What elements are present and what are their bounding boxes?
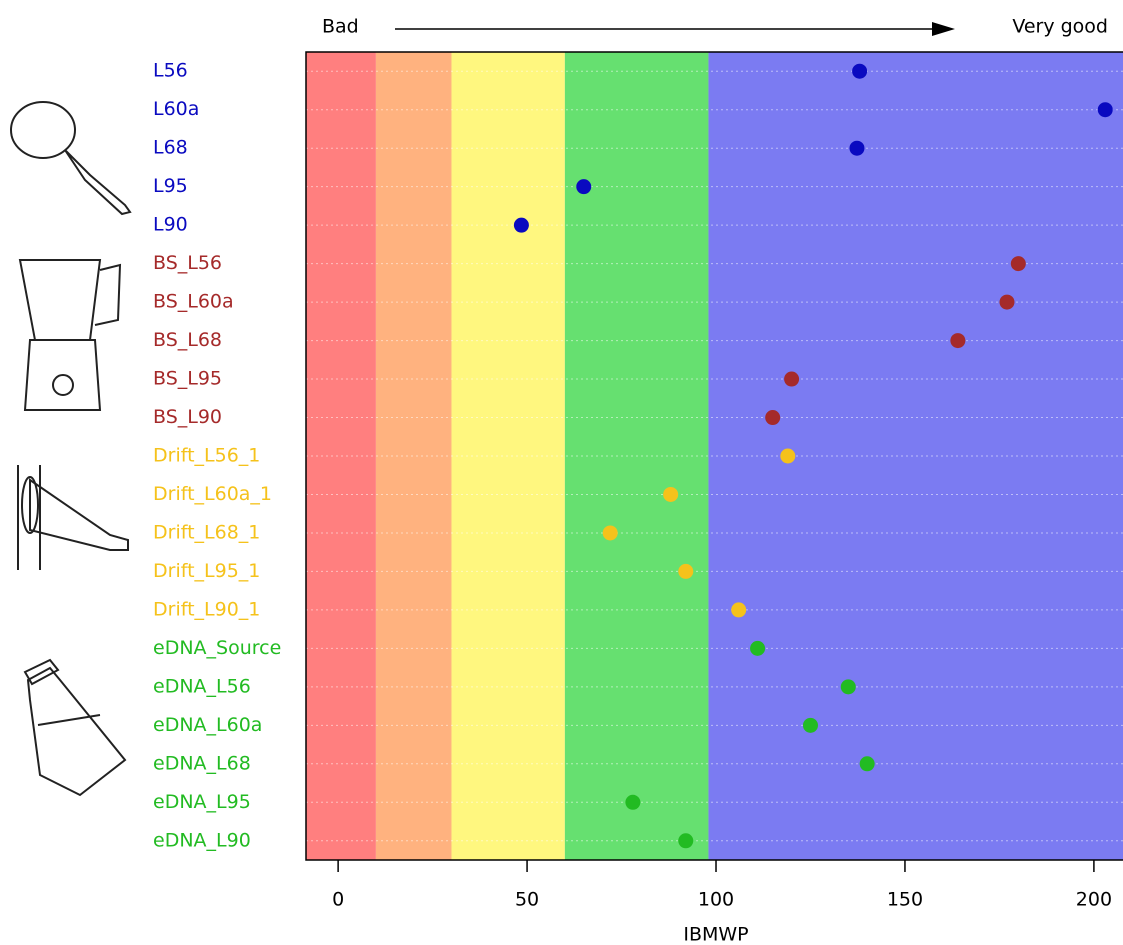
left-label: Bad <box>322 16 359 38</box>
icon-blender-base <box>23 339 102 411</box>
band <box>375 52 452 860</box>
dot <box>784 371 800 387</box>
right-label: Very good <box>1012 16 1108 38</box>
category-label: Drift_L90_1 <box>153 598 260 620</box>
x-tick-label: 0 <box>332 889 344 911</box>
category-label: L68 <box>153 137 188 159</box>
category-label: Drift_L95_1 <box>153 560 260 582</box>
icon-blender <box>18 259 122 341</box>
dot <box>999 294 1015 310</box>
category-label: BS_L90 <box>153 406 222 428</box>
dot <box>731 602 747 618</box>
icon-blender-knob <box>52 374 74 396</box>
dot <box>852 63 868 79</box>
x-tick-label: 200 <box>1076 889 1112 911</box>
dot <box>802 717 818 733</box>
dot <box>750 640 766 656</box>
icon-net <box>10 101 76 159</box>
dot <box>513 217 529 233</box>
dot <box>859 756 875 772</box>
icons <box>10 101 132 797</box>
category-label: BS_L60a <box>153 291 234 313</box>
dot <box>780 448 796 464</box>
x-axis-label: IBMWP <box>683 924 748 945</box>
icon-drift-ring <box>21 476 39 534</box>
category-label: Drift_L56_1 <box>153 445 260 467</box>
dot <box>1010 256 1026 272</box>
icon-drift <box>17 465 129 570</box>
category-label: L60a <box>153 98 199 120</box>
category-label: eDNA_L68 <box>153 752 251 774</box>
category-label: BS_L68 <box>153 329 222 351</box>
category-label: BS_L95 <box>153 368 222 390</box>
dot <box>625 794 641 810</box>
dot <box>950 333 966 349</box>
category-label: BS_L56 <box>153 252 222 274</box>
dot <box>1097 102 1113 118</box>
dot <box>663 486 679 502</box>
category-label: eDNA_L56 <box>153 675 251 697</box>
category-label: L56 <box>153 60 188 82</box>
category-label: Drift_L68_1 <box>153 521 260 543</box>
icon-net-handle <box>64 149 132 216</box>
category-label: eDNA_Source <box>153 637 281 659</box>
category-label: eDNA_L60a <box>153 714 262 736</box>
category-label: L95 <box>153 175 188 197</box>
band <box>708 52 1123 860</box>
dot <box>678 563 694 579</box>
dot <box>840 679 856 695</box>
x-tick-label: 100 <box>698 889 734 911</box>
dot <box>765 410 781 426</box>
plot-frame <box>305 51 1123 861</box>
icon-bottle <box>23 658 127 797</box>
dot <box>602 525 618 541</box>
x-tick-label: 150 <box>887 889 923 911</box>
category-label: eDNA_L90 <box>153 829 251 851</box>
x-tick-label: 50 <box>515 889 539 911</box>
dot <box>678 833 694 849</box>
band <box>451 52 565 860</box>
arrow-head <box>932 22 955 36</box>
category-label: L90 <box>153 214 188 236</box>
category-label: Drift_L60a_1 <box>153 483 272 505</box>
category-label: eDNA_L95 <box>153 791 251 813</box>
dot <box>576 179 592 195</box>
dot <box>849 140 865 156</box>
